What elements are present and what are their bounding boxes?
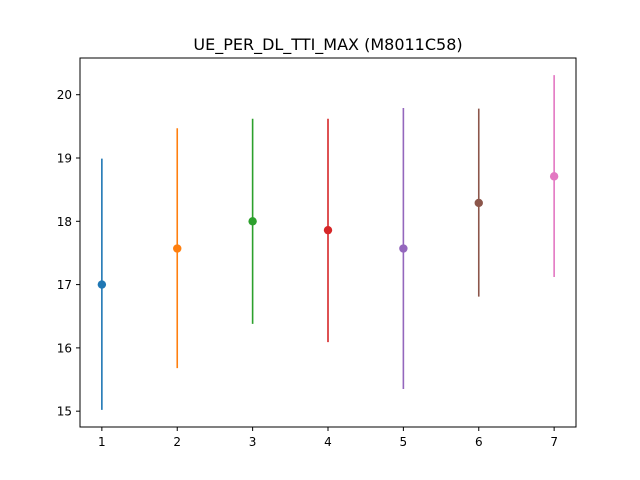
y-tick-label-1: 15	[57, 405, 72, 419]
data-point-4	[323, 225, 333, 235]
x-tick-label-7: 7	[550, 435, 558, 449]
data-point-2	[173, 244, 182, 253]
y-tick-label-5: 19	[57, 152, 72, 166]
y-tick-label-2: 16	[57, 341, 72, 355]
x-tick-label-1: 1	[98, 435, 106, 449]
y-tick-label-3: 17	[57, 278, 72, 292]
data-point-3	[248, 217, 257, 226]
x-tick-label-3: 3	[249, 435, 257, 449]
data-point-5	[399, 244, 408, 253]
data-point-6	[474, 198, 483, 208]
x-tick-label-5: 5	[400, 435, 408, 449]
y-tick-label-4: 18	[57, 215, 72, 229]
data-point-1	[97, 280, 107, 289]
x-tick-label-2: 2	[173, 435, 181, 449]
data-point-7	[549, 172, 559, 181]
chart-title: UE_PER_DL_TTI_MAX (M8011C58)	[193, 35, 462, 55]
y-tick-label-6: 20	[57, 88, 72, 102]
x-tick-label-6: 6	[475, 435, 483, 449]
x-tick-label-4: 4	[324, 435, 332, 449]
plot-area: 1 2 3 4 5 6 7 15 16 17 18 19 20	[57, 57, 577, 449]
